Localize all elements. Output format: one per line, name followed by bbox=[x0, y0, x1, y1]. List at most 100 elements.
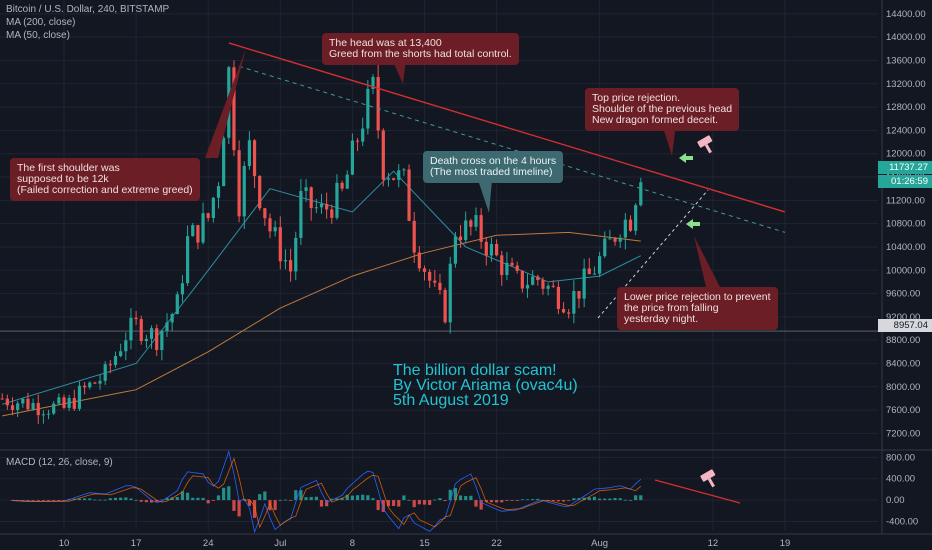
candle-body bbox=[289, 260, 293, 272]
macd-bar bbox=[448, 489, 452, 501]
candle-body bbox=[175, 294, 179, 315]
macd-bar bbox=[438, 498, 442, 501]
candle-body bbox=[16, 403, 20, 410]
candle-body bbox=[258, 175, 262, 209]
candle-body bbox=[5, 398, 9, 406]
candle-body bbox=[26, 398, 30, 410]
macd-bar bbox=[26, 500, 30, 501]
ma200-legend[interactable]: MA (200, close) bbox=[6, 17, 76, 28]
macd-bar bbox=[119, 497, 123, 501]
macd-bar bbox=[278, 500, 282, 501]
candle-body bbox=[443, 290, 447, 323]
macd-bar bbox=[592, 496, 597, 501]
macd-bar bbox=[129, 498, 133, 501]
gavel-handle bbox=[707, 478, 715, 488]
candle-body bbox=[489, 243, 494, 256]
left-arrow-icon bbox=[686, 219, 700, 229]
candle-body bbox=[134, 317, 138, 320]
macd-bar bbox=[489, 500, 494, 503]
pointer-top-rejection bbox=[662, 124, 676, 156]
macd-bar bbox=[397, 500, 401, 507]
macd-bar bbox=[299, 490, 303, 501]
y-tick-label: 7600.00 bbox=[886, 405, 920, 416]
candle-body bbox=[31, 402, 35, 410]
left-arrow-shape bbox=[686, 219, 700, 229]
candle-body bbox=[366, 88, 370, 129]
macd-bar bbox=[556, 500, 560, 502]
macd-bar bbox=[108, 498, 112, 501]
pointer-death-cross bbox=[478, 180, 492, 213]
macd-bar bbox=[309, 496, 313, 501]
macd-bar bbox=[479, 500, 483, 510]
y-tick-label: 10800.00 bbox=[886, 219, 926, 230]
candle-body bbox=[222, 137, 226, 187]
callout-head[interactable]: The head was at 13,400 Greed from the sh… bbox=[322, 33, 519, 65]
macd-bar bbox=[551, 500, 555, 502]
macd-legend[interactable]: MACD (12, 26, close, 9) bbox=[6, 457, 113, 468]
macd-bar bbox=[268, 500, 272, 511]
macd-bar bbox=[46, 500, 51, 501]
candle-body bbox=[417, 252, 421, 269]
callout-death-cross[interactable]: Death cross on the 4 hours (The most tra… bbox=[423, 151, 564, 183]
macd-bar bbox=[263, 491, 267, 501]
candle-body bbox=[479, 215, 483, 242]
candle-body bbox=[108, 364, 112, 366]
candle-body bbox=[180, 283, 185, 295]
candle-body bbox=[500, 255, 504, 275]
candle-body bbox=[561, 308, 566, 313]
macd-bar bbox=[155, 500, 159, 502]
macd-tick-label: 800.00 bbox=[886, 452, 915, 463]
callout-lower-rejection[interactable]: Lower price rejection to prevent the pri… bbox=[617, 287, 778, 330]
candle-body bbox=[129, 317, 133, 341]
candle-body bbox=[309, 187, 313, 209]
macd-bar bbox=[57, 500, 61, 501]
candle-body bbox=[77, 385, 82, 409]
candle-body bbox=[355, 140, 360, 142]
macd-bar bbox=[134, 499, 138, 501]
macd-bar bbox=[474, 500, 478, 507]
macd-bar bbox=[232, 500, 236, 511]
candle-body bbox=[515, 265, 519, 271]
candle-body bbox=[57, 397, 61, 404]
candle-body bbox=[350, 140, 354, 175]
macd-bar bbox=[149, 500, 154, 503]
last-price-tag: 11737.27 bbox=[878, 161, 932, 174]
candle-body bbox=[83, 385, 87, 388]
y-tick-label: 9600.00 bbox=[886, 289, 920, 300]
watermark-text: The billion dollar scam! By Victor Ariam… bbox=[393, 362, 578, 409]
candle-body bbox=[376, 76, 380, 131]
macd-bar bbox=[335, 498, 339, 501]
candle-body bbox=[402, 169, 406, 171]
gavel-icon bbox=[700, 469, 716, 488]
candle-body bbox=[541, 280, 545, 289]
callout-top-rejection[interactable]: Top price rejection. Shoulder of the pre… bbox=[585, 88, 740, 131]
candle-body bbox=[577, 290, 581, 299]
macd-bar bbox=[572, 498, 576, 501]
candle-body bbox=[608, 238, 612, 240]
candle-body bbox=[201, 213, 205, 243]
macd-bar bbox=[31, 500, 35, 501]
candle-body bbox=[299, 190, 303, 238]
gavel-head bbox=[700, 469, 716, 482]
macd-bar bbox=[417, 500, 421, 505]
macd-tick-label: 400.00 bbox=[886, 474, 915, 485]
y-tick-label: 11200.00 bbox=[886, 195, 925, 206]
ma50-legend[interactable]: MA (50, close) bbox=[6, 30, 70, 41]
macd-bar bbox=[103, 499, 107, 501]
macd-bar bbox=[618, 498, 622, 501]
callout-first-shoulder[interactable]: The first shoulder was supposed to be 12… bbox=[10, 158, 200, 201]
resistance-trendline bbox=[228, 42, 786, 213]
macd-bar bbox=[314, 496, 318, 501]
candle-body bbox=[278, 227, 282, 262]
macd-bar bbox=[366, 495, 370, 501]
candle-body bbox=[62, 397, 66, 408]
macd-bar bbox=[412, 500, 416, 508]
macd-bar bbox=[319, 500, 324, 507]
x-tick-label: Aug bbox=[591, 538, 608, 549]
macd-bar bbox=[330, 498, 334, 501]
candle-body bbox=[160, 330, 164, 350]
candle-body bbox=[67, 398, 71, 408]
candle-body bbox=[392, 178, 396, 180]
symbol-title[interactable]: Bitcoin / U.S. Dollar, 240, BITSTAMP bbox=[6, 4, 170, 15]
